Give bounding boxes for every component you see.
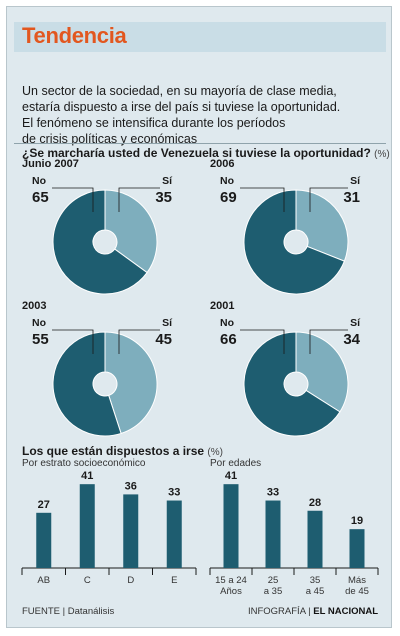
bar-subtitle-strata: Por estrato socioeconómico <box>22 458 146 469</box>
bar <box>224 484 239 568</box>
bar-value-label: 41 <box>81 470 93 482</box>
bar-category-label: Más de 45 <box>345 575 369 597</box>
bar-category-label: 15 a 24 Años <box>215 575 247 597</box>
credit-brand: EL NACIONAL <box>313 606 378 617</box>
bar-category-label: E <box>171 575 177 586</box>
infographic-credit: INFOGRAFÍA | EL NACIONAL <box>248 606 378 617</box>
bar <box>36 513 51 568</box>
bar-category-label: 35 a 45 <box>306 575 325 597</box>
bar <box>266 501 281 568</box>
bar-value-label: 33 <box>267 487 279 499</box>
bar <box>167 501 182 568</box>
bar-value-label: 33 <box>168 487 180 499</box>
bar-category-label: AB <box>37 575 50 586</box>
credit-prefix: INFOGRAFÍA | <box>248 606 311 617</box>
bar <box>308 511 323 568</box>
bar-value-label: 27 <box>38 499 50 511</box>
bar-value-label: 28 <box>309 497 321 509</box>
bar-value-label: 36 <box>125 480 137 492</box>
bar-category-label: D <box>127 575 134 586</box>
bar <box>80 484 95 568</box>
bar-category-label: 25 a 35 <box>264 575 283 597</box>
bar-chart-group: Por estrato socioeconómico 27 AB 41 C 36 D 33 E <box>22 458 196 586</box>
bar-category-label: C <box>84 575 91 586</box>
bar <box>123 494 138 568</box>
bar-value-label: 41 <box>225 470 237 482</box>
bar-subtitle-age: Por edades <box>210 458 261 469</box>
source-credit: FUENTE | Datanálisis <box>22 606 114 617</box>
bar <box>350 529 365 568</box>
bar-value-label: 19 <box>351 515 363 527</box>
